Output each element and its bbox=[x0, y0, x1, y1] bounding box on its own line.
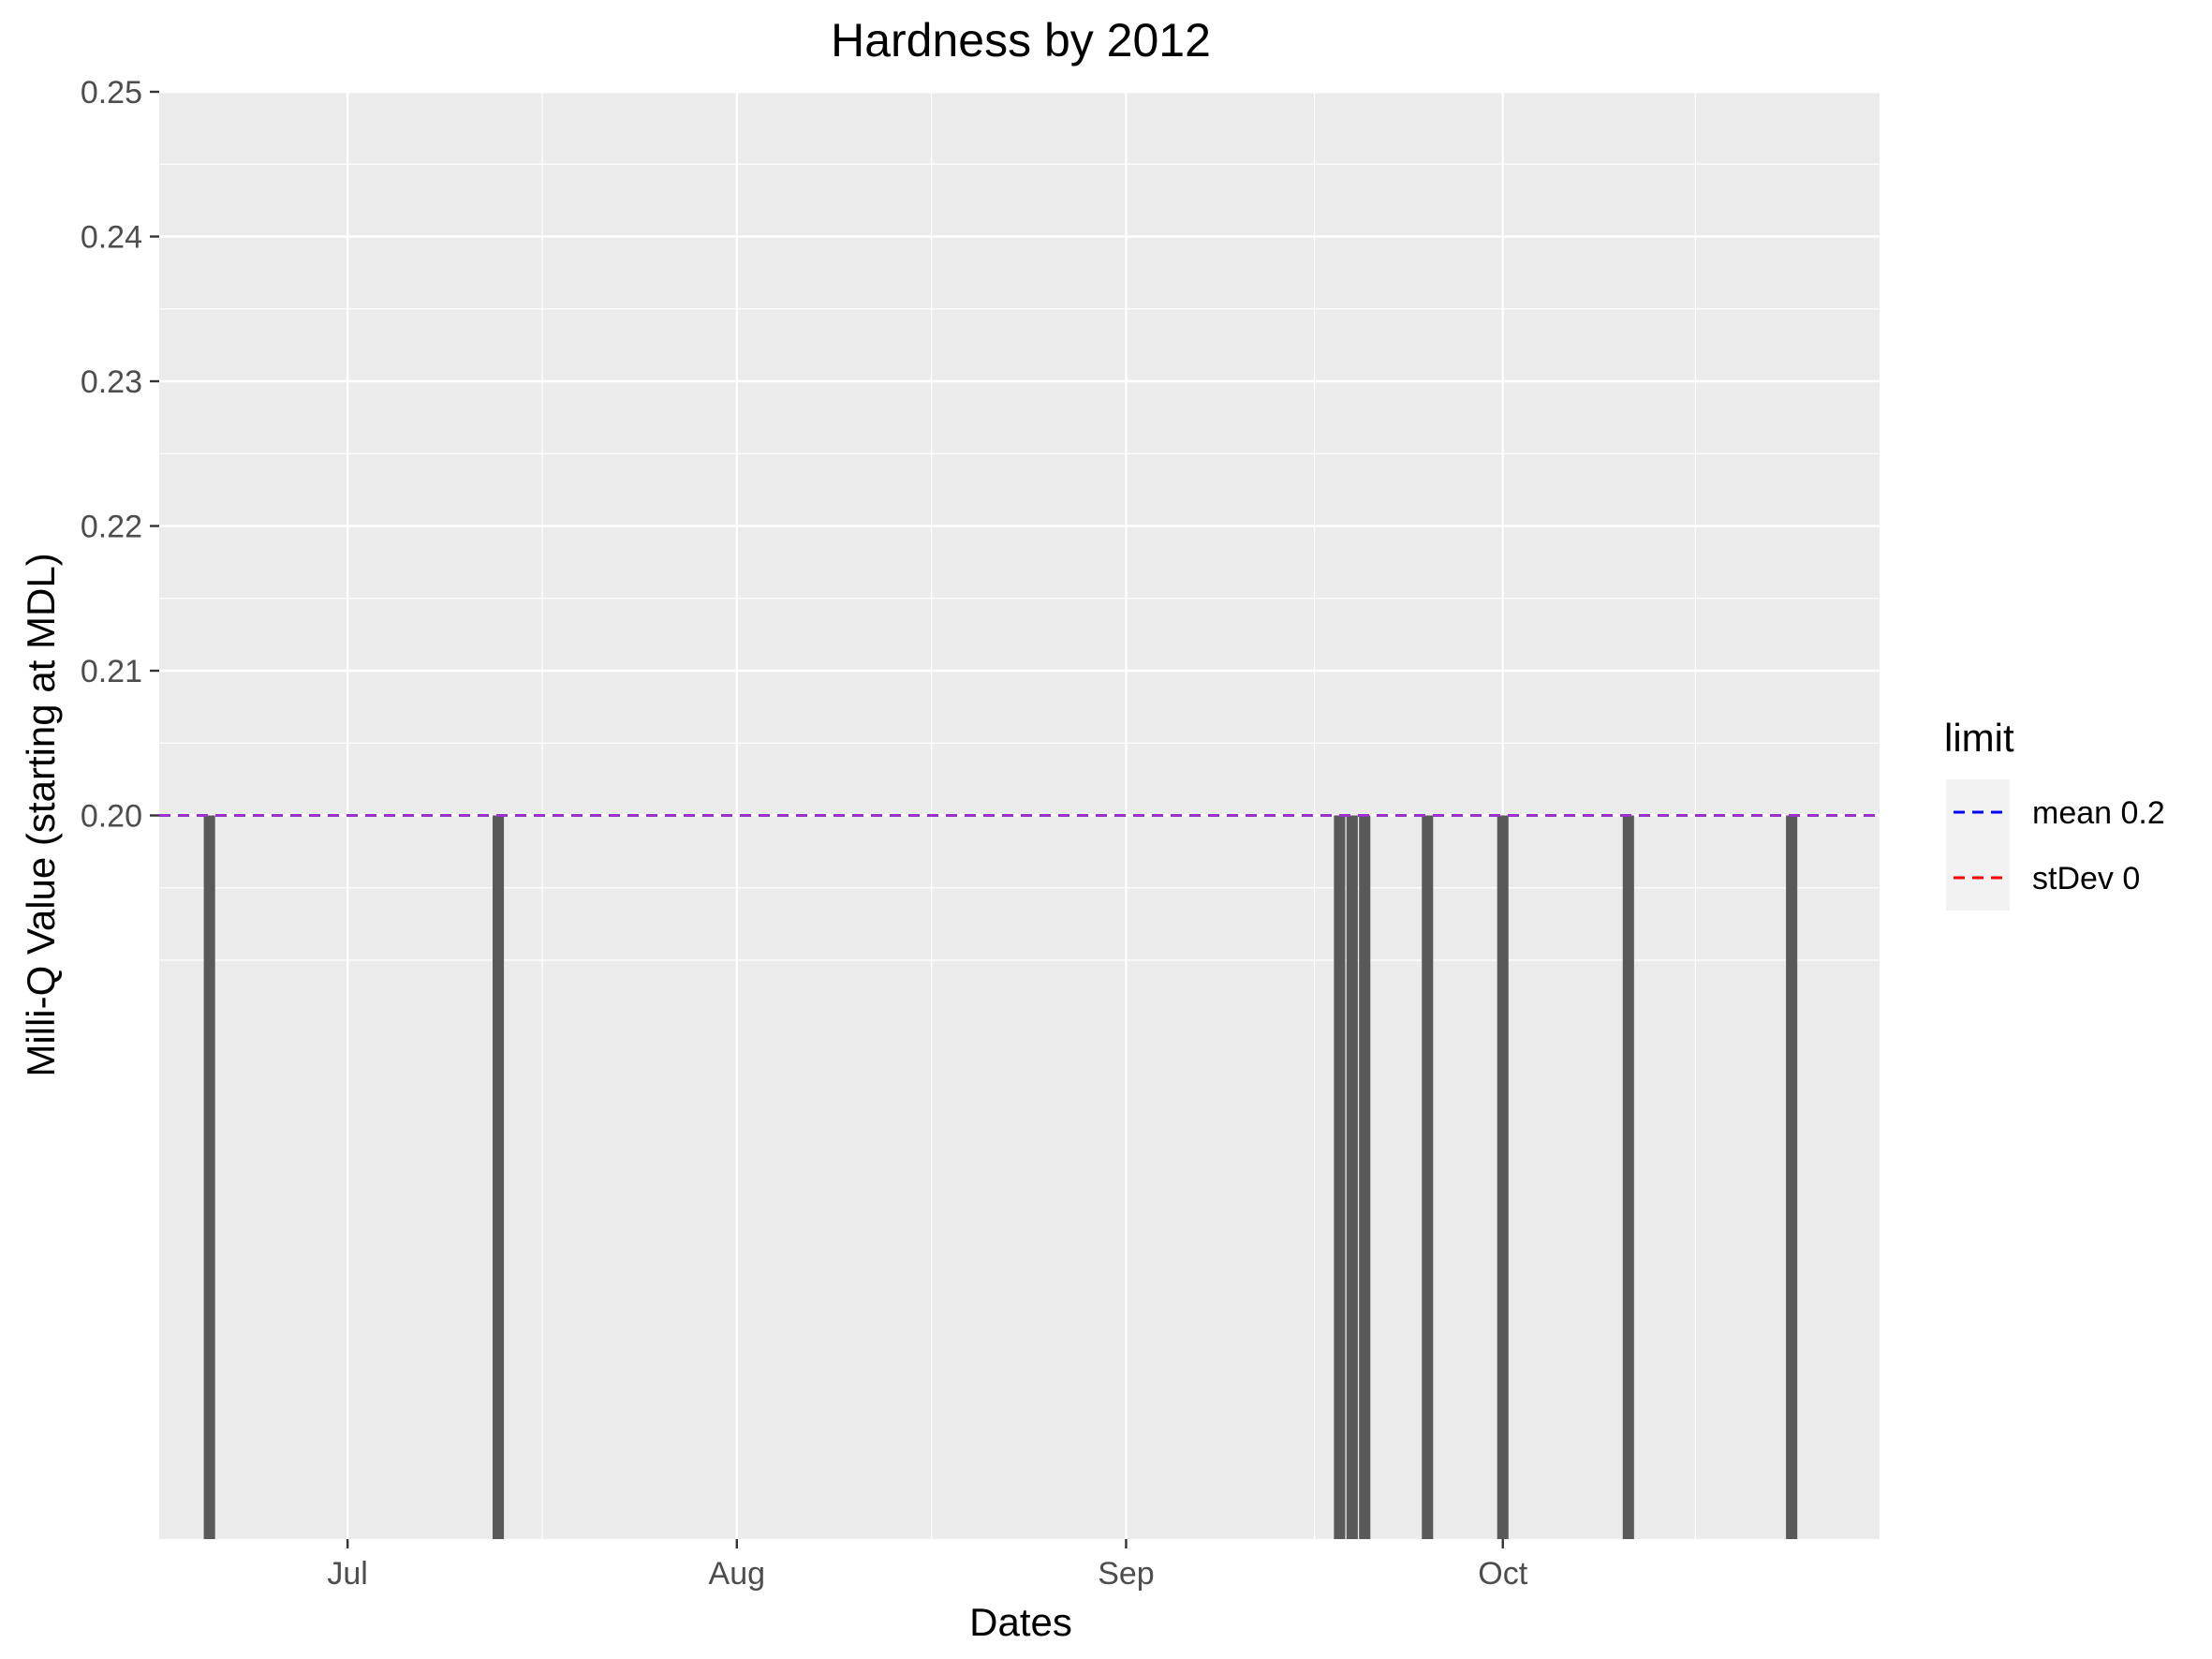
legend-title: limit bbox=[1944, 716, 2014, 760]
x-tick-label: Aug bbox=[709, 1556, 766, 1592]
bar bbox=[1334, 815, 1346, 1539]
legend: limit mean 0.2 stDev 0 bbox=[1944, 716, 2165, 911]
chart-title: Hardness by 2012 bbox=[831, 14, 1211, 67]
bar bbox=[1622, 815, 1634, 1539]
x-tick-label: Oct bbox=[1478, 1556, 1527, 1592]
bar bbox=[493, 815, 505, 1539]
y-tick-label: 0.24 bbox=[81, 220, 142, 256]
x-tick-label: Sep bbox=[1098, 1556, 1155, 1592]
x-axis: Jul Aug Sep Oct bbox=[327, 1539, 1528, 1592]
bar bbox=[1359, 815, 1371, 1539]
y-axis-label: Milli-Q Value (starting at MDL) bbox=[19, 553, 63, 1076]
y-tick-label: 0.21 bbox=[81, 654, 142, 689]
legend-label: mean 0.2 bbox=[2032, 795, 2165, 831]
y-tick-label: 0.23 bbox=[81, 364, 142, 400]
bar bbox=[1422, 815, 1434, 1539]
y-tick-label: 0.22 bbox=[81, 510, 142, 545]
y-axis: 0.20 0.21 0.22 0.23 0.24 0.25 bbox=[81, 75, 159, 835]
bar bbox=[1497, 815, 1509, 1539]
x-tick-label: Jul bbox=[327, 1556, 367, 1592]
legend-label: stDev 0 bbox=[2032, 861, 2140, 896]
bar bbox=[203, 815, 215, 1539]
x-axis-label: Dates bbox=[969, 1600, 1072, 1644]
y-tick-label: 0.20 bbox=[81, 799, 142, 835]
bar bbox=[1786, 815, 1798, 1539]
y-tick-label: 0.25 bbox=[81, 75, 142, 111]
bars bbox=[203, 815, 1798, 1539]
bar bbox=[1346, 815, 1358, 1539]
